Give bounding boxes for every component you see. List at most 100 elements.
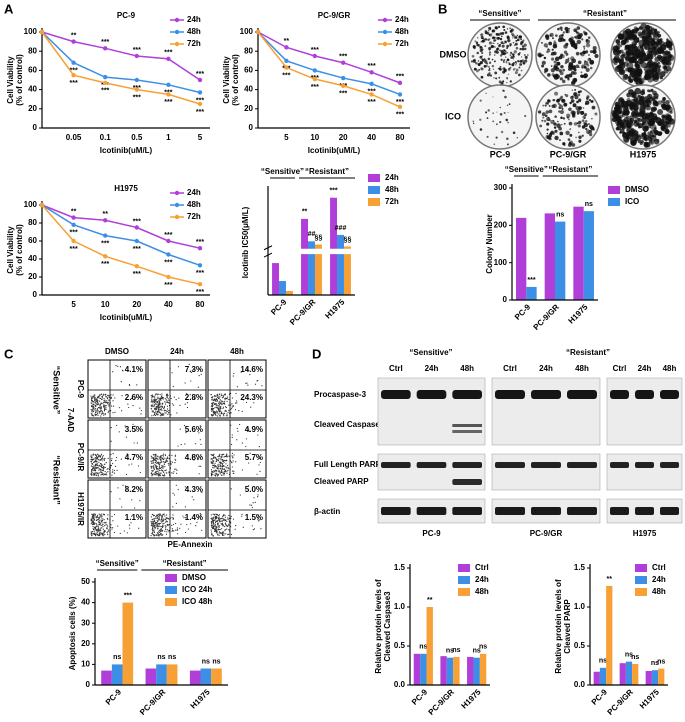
event bbox=[196, 521, 198, 523]
event bbox=[226, 528, 228, 530]
event bbox=[104, 394, 106, 396]
colony bbox=[568, 121, 573, 126]
colony bbox=[588, 129, 593, 134]
event bbox=[106, 524, 108, 526]
event bbox=[218, 394, 221, 396]
colony bbox=[507, 73, 510, 76]
row-label: PC-9/IR bbox=[76, 443, 85, 472]
event bbox=[216, 519, 218, 522]
colony bbox=[507, 111, 509, 113]
y-tick-label: 100 bbox=[24, 200, 38, 209]
event bbox=[103, 522, 105, 524]
event bbox=[220, 394, 223, 397]
event bbox=[90, 473, 92, 475]
event bbox=[224, 471, 226, 473]
event bbox=[171, 472, 173, 474]
event bbox=[159, 525, 161, 527]
event bbox=[128, 406, 130, 409]
event bbox=[232, 405, 234, 408]
event bbox=[91, 535, 93, 537]
colony bbox=[570, 99, 575, 103]
event bbox=[226, 520, 228, 522]
event bbox=[152, 473, 154, 475]
band bbox=[416, 462, 447, 468]
axis-break bbox=[264, 248, 356, 255]
event bbox=[258, 457, 261, 459]
event bbox=[219, 403, 222, 405]
event bbox=[224, 406, 227, 408]
event bbox=[256, 380, 258, 382]
y-tick-label: 20 bbox=[81, 639, 90, 648]
event bbox=[158, 466, 161, 468]
event bbox=[98, 461, 100, 463]
colony bbox=[502, 80, 505, 83]
event bbox=[90, 531, 92, 533]
event bbox=[185, 517, 187, 519]
band bbox=[567, 462, 597, 468]
group-label: “Sensitive” bbox=[261, 167, 304, 176]
event bbox=[154, 408, 156, 410]
bar bbox=[101, 670, 112, 685]
point bbox=[39, 29, 45, 35]
event bbox=[167, 523, 169, 526]
event bbox=[99, 534, 101, 536]
event bbox=[101, 513, 103, 515]
event bbox=[235, 402, 237, 404]
event bbox=[152, 470, 154, 472]
event bbox=[90, 532, 92, 534]
flow-plot bbox=[87, 479, 147, 539]
event bbox=[214, 406, 216, 408]
event bbox=[217, 474, 219, 476]
colony bbox=[643, 126, 649, 131]
event bbox=[154, 414, 157, 417]
event bbox=[151, 399, 153, 402]
series-line bbox=[41, 204, 201, 249]
bar bbox=[272, 263, 280, 295]
event bbox=[101, 402, 103, 405]
colony bbox=[569, 101, 572, 105]
colony bbox=[583, 45, 586, 48]
y-tick-label: 1.0 bbox=[394, 602, 406, 611]
event bbox=[222, 525, 224, 527]
event bbox=[231, 434, 233, 436]
y-axis-label: (% of control) bbox=[231, 54, 240, 106]
event bbox=[224, 514, 226, 516]
y-tick-label: 0 bbox=[503, 295, 508, 304]
event bbox=[97, 410, 99, 412]
bar bbox=[122, 602, 134, 685]
colony bbox=[615, 127, 619, 131]
colony bbox=[625, 115, 631, 120]
event bbox=[104, 530, 106, 532]
event bbox=[97, 464, 99, 466]
colony bbox=[492, 42, 495, 45]
event bbox=[152, 396, 154, 398]
colony bbox=[493, 60, 496, 63]
event bbox=[108, 394, 110, 397]
event bbox=[220, 406, 222, 408]
event bbox=[135, 430, 137, 432]
event bbox=[214, 523, 216, 525]
bar bbox=[593, 671, 600, 685]
event bbox=[175, 468, 177, 470]
event bbox=[163, 414, 165, 416]
event bbox=[157, 518, 160, 520]
event bbox=[92, 525, 94, 528]
event bbox=[155, 455, 157, 457]
colony bbox=[585, 127, 588, 131]
event bbox=[175, 484, 177, 486]
colony bbox=[516, 38, 520, 42]
event bbox=[221, 464, 223, 466]
event bbox=[105, 472, 108, 474]
colony bbox=[503, 28, 506, 32]
event bbox=[212, 460, 214, 462]
colony bbox=[504, 52, 507, 54]
colony bbox=[552, 37, 554, 40]
event bbox=[152, 458, 155, 461]
event bbox=[154, 516, 157, 518]
event bbox=[99, 405, 101, 407]
bar bbox=[308, 241, 315, 295]
event bbox=[212, 518, 214, 520]
colony bbox=[497, 43, 499, 45]
event bbox=[100, 470, 102, 472]
colony bbox=[651, 61, 658, 68]
